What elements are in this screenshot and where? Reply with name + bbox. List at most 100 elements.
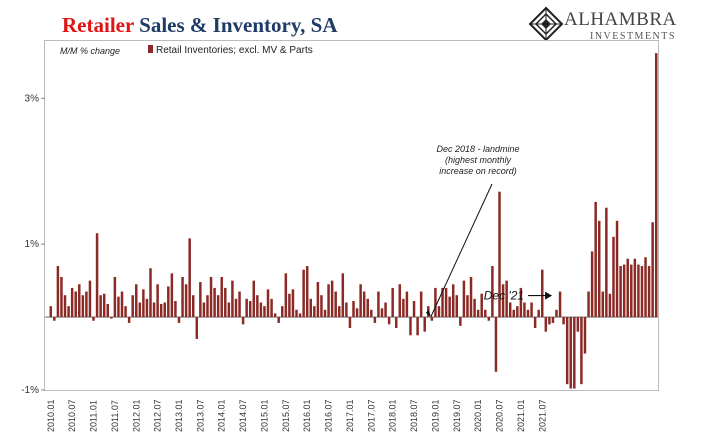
bar (587, 291, 590, 318)
bar (366, 298, 369, 318)
bar (252, 280, 256, 318)
bar (544, 317, 548, 332)
bar (216, 295, 220, 318)
bar (191, 295, 195, 318)
bar (654, 53, 658, 318)
bar (113, 276, 117, 318)
bar (74, 291, 77, 318)
bar (473, 298, 476, 318)
bar (548, 317, 551, 325)
bar (398, 284, 402, 318)
bar (273, 313, 277, 318)
bar (516, 306, 519, 318)
x-tick-label: 2020.01 (473, 399, 483, 432)
bar (601, 291, 605, 318)
bar (231, 280, 234, 318)
bar (459, 317, 462, 326)
bar (594, 201, 597, 318)
bar (99, 295, 102, 318)
bar (241, 317, 245, 325)
bar (156, 284, 159, 318)
legend-label: Retail Inventories; excl. MV & Parts (156, 45, 313, 56)
bar (541, 269, 544, 318)
x-tick-label: 2018.01 (388, 399, 398, 432)
bar (248, 301, 252, 318)
bar (85, 291, 88, 318)
legend-swatch (148, 45, 153, 53)
bar (181, 276, 184, 318)
bar (284, 273, 288, 318)
bar (266, 289, 270, 318)
bar (377, 291, 380, 318)
bar (612, 236, 615, 318)
bar (523, 302, 526, 318)
bar (647, 266, 651, 318)
bar (188, 238, 191, 318)
bar (120, 291, 124, 318)
bar (238, 291, 241, 318)
bar (224, 287, 227, 318)
bar (441, 287, 444, 318)
bar (63, 295, 67, 318)
x-tick-label: 2017.01 (345, 399, 355, 432)
x-tick-label: 2011.07 (110, 400, 120, 432)
bar (60, 276, 63, 318)
bar (195, 317, 199, 339)
bar (437, 306, 441, 318)
bar (102, 293, 106, 318)
bar (127, 317, 131, 323)
bar (67, 306, 70, 318)
bar (633, 258, 637, 318)
bar (53, 317, 56, 321)
bar (508, 302, 512, 318)
bar (298, 313, 302, 318)
bar (281, 306, 284, 318)
x-tick-label: 2011.01 (89, 400, 99, 432)
bar (117, 296, 120, 318)
bar (512, 309, 516, 318)
bar (423, 317, 426, 332)
bar (206, 295, 209, 318)
bar (259, 302, 263, 318)
bar (373, 317, 377, 323)
bar (320, 295, 323, 318)
bar (174, 301, 177, 318)
bar (362, 291, 366, 318)
bar (619, 266, 622, 318)
bar (576, 317, 580, 332)
bar (348, 317, 352, 329)
bar (309, 298, 313, 318)
last-value-annotation: Dec '21 (484, 289, 524, 303)
bar (106, 303, 110, 318)
bar (227, 302, 231, 318)
bar (416, 317, 419, 336)
bar (95, 233, 99, 318)
bar (391, 287, 394, 318)
bar (551, 317, 555, 323)
bar (234, 298, 238, 318)
bar (419, 291, 423, 318)
bar (142, 289, 145, 318)
title-rest: Sales & Inventory, SA (133, 13, 338, 37)
bar (565, 317, 569, 385)
bar (537, 309, 540, 318)
bar (644, 257, 647, 318)
x-tick-label: 2016.07 (324, 399, 334, 432)
x-tick-label: 2013.01 (174, 399, 184, 432)
bar (199, 282, 202, 318)
annotations: Dec 2018 - landmine(highest monthlyincre… (425, 144, 553, 317)
landmine-annotation-line: Dec 2018 - landmine (436, 144, 519, 154)
bar (302, 269, 305, 318)
bar (341, 273, 345, 318)
bar (484, 309, 487, 318)
bar (569, 317, 572, 389)
bar (608, 293, 612, 318)
bar (270, 298, 273, 318)
bar (256, 295, 259, 318)
bar (487, 317, 491, 321)
bar (213, 287, 216, 318)
bar (451, 284, 455, 318)
x-tick-label: 2014.07 (238, 399, 248, 432)
bar (184, 284, 188, 318)
